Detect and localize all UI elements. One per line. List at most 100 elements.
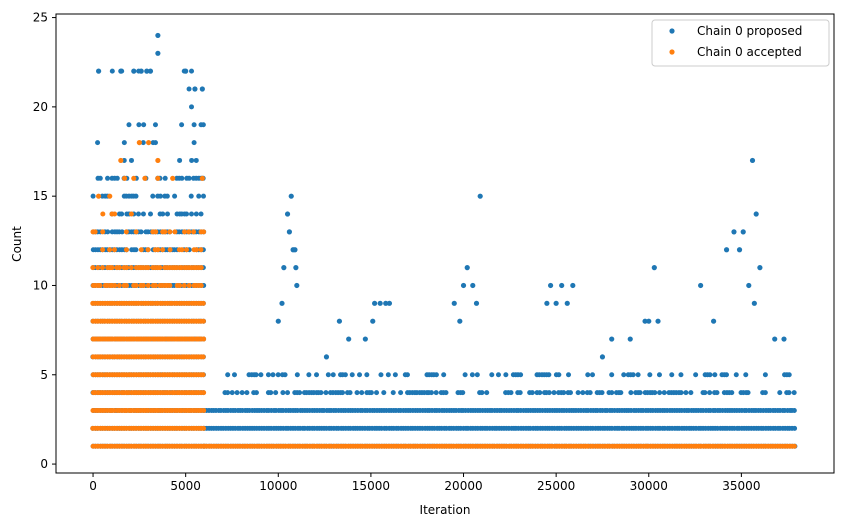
data-point: [567, 390, 573, 396]
data-point: [609, 390, 615, 396]
data-point: [253, 372, 259, 378]
data-point: [398, 390, 404, 396]
data-point: [599, 390, 605, 396]
x-tick-label: 5000: [170, 479, 201, 493]
data-point: [90, 265, 96, 271]
data-point: [189, 104, 195, 110]
data-point: [385, 372, 391, 378]
data-point: [627, 336, 633, 342]
data-point: [155, 50, 161, 56]
data-point: [138, 229, 144, 235]
data-point: [733, 372, 739, 378]
data-point: [282, 372, 288, 378]
data-point: [172, 229, 178, 235]
data-point: [669, 372, 675, 378]
data-point: [273, 390, 279, 396]
data-point: [378, 372, 384, 378]
data-point: [124, 265, 130, 271]
data-point: [306, 372, 312, 378]
data-point: [340, 390, 346, 396]
data-point: [551, 390, 557, 396]
data-point: [786, 390, 792, 396]
data-point: [495, 372, 501, 378]
data-point: [95, 140, 101, 146]
data-point: [621, 372, 627, 378]
data-point: [729, 390, 735, 396]
data-point: [172, 193, 178, 199]
data-point: [100, 211, 106, 217]
data-point: [575, 390, 581, 396]
data-point: [751, 300, 757, 306]
data-point: [200, 318, 206, 324]
data-point: [148, 211, 153, 217]
data-point: [772, 336, 778, 342]
data-point: [336, 318, 343, 324]
data-point: [630, 372, 636, 378]
data-point: [92, 229, 98, 235]
x-tick-label: 20000: [444, 479, 482, 493]
data-point: [749, 157, 756, 164]
data-point: [286, 229, 292, 235]
data-point: [547, 282, 554, 289]
y-tick-label: 5: [40, 368, 48, 382]
data-point: [323, 354, 330, 360]
legend-marker-accepted: [669, 49, 675, 55]
data-point: [647, 372, 653, 378]
data-point: [381, 390, 387, 396]
data-point: [97, 282, 103, 288]
data-point: [155, 157, 161, 164]
data-point: [192, 86, 198, 92]
data-point: [145, 247, 151, 253]
data-point: [177, 282, 183, 288]
data-point: [392, 372, 398, 378]
data-point: [114, 175, 120, 181]
data-point: [189, 157, 195, 163]
data-point: [546, 372, 552, 378]
data-point: [201, 425, 207, 431]
data-point: [368, 390, 374, 396]
series-accepted-markers: [90, 139, 797, 449]
data-point: [564, 300, 570, 306]
data-point: [124, 282, 130, 288]
data-point: [757, 265, 763, 271]
data-point: [138, 247, 144, 253]
data-point: [707, 390, 713, 396]
data-point: [587, 390, 593, 396]
data-point: [791, 390, 797, 396]
data-point: [116, 282, 122, 288]
data-point: [474, 372, 480, 378]
data-point: [123, 247, 129, 253]
data-point: [285, 390, 291, 396]
data-point: [140, 282, 146, 288]
data-point: [503, 372, 509, 378]
data-point: [661, 390, 667, 396]
data-point: [179, 175, 185, 181]
data-point: [294, 282, 300, 289]
data-point: [155, 32, 161, 39]
data-point: [186, 175, 192, 181]
data-point: [428, 390, 434, 396]
data-point: [136, 122, 142, 128]
data-point: [609, 336, 615, 342]
y-tick-label: 25: [33, 11, 48, 25]
y-tick-label: 15: [33, 189, 48, 203]
data-point: [165, 211, 171, 217]
data-point: [469, 372, 475, 378]
legend-marker-proposed: [669, 28, 675, 34]
data-point: [279, 300, 285, 306]
data-point: [198, 282, 204, 288]
data-point: [152, 122, 158, 128]
x-axis-label: Iteration: [420, 503, 471, 517]
data-point: [170, 175, 176, 181]
data-point: [553, 300, 559, 306]
data-point: [518, 372, 524, 378]
data-point: [97, 175, 103, 181]
data-point: [635, 372, 641, 378]
data-point: [281, 265, 287, 271]
data-point: [186, 282, 192, 288]
data-point: [183, 247, 189, 253]
data-point: [362, 336, 368, 342]
data-point: [609, 372, 615, 378]
data-point: [537, 390, 543, 396]
legend-box: [651, 19, 830, 67]
